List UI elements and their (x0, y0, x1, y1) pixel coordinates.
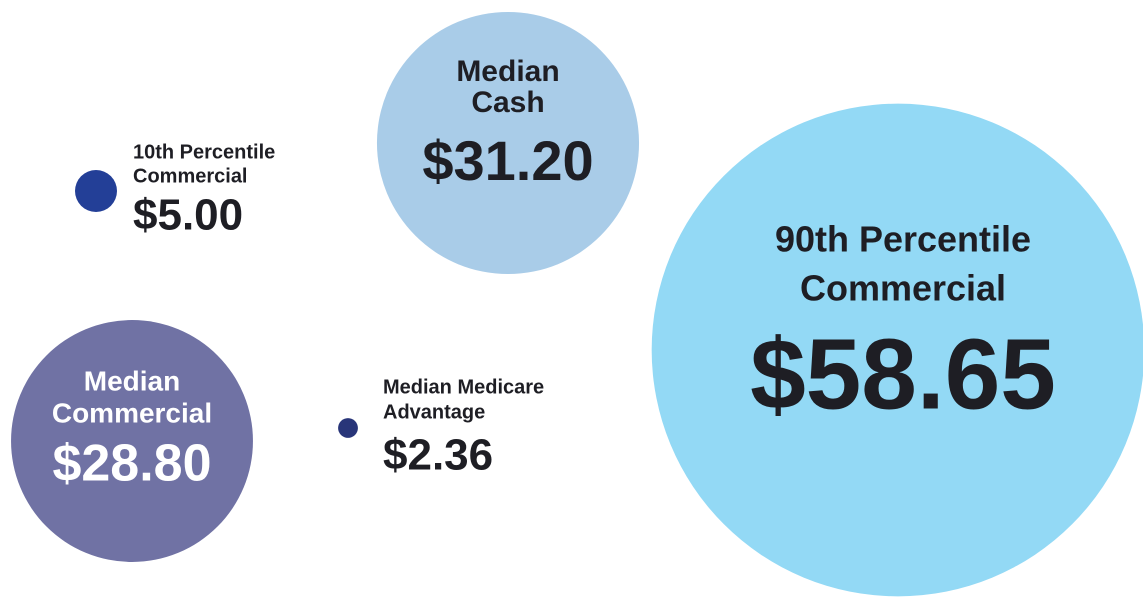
bubble-label: 10th Percentile (133, 141, 275, 163)
value-label: $31.20 (422, 129, 593, 192)
bubble (75, 170, 117, 212)
bubble-label: Median (456, 55, 559, 88)
bubble (11, 320, 253, 562)
bubble-label: Median Medicare (383, 376, 544, 398)
bubble-label: Cash (471, 86, 544, 119)
bubble-label: Commercial (52, 397, 212, 428)
bubble-label: Median (84, 365, 180, 396)
value-label: $28.80 (52, 435, 211, 493)
bubble (376, 11, 640, 275)
bubble-label: Commercial (800, 268, 1006, 309)
bubble (651, 103, 1143, 597)
bubble (338, 418, 358, 438)
value-label: $5.00 (133, 191, 243, 240)
bubble-label: Advantage (383, 401, 485, 423)
value-label: $58.65 (750, 318, 1056, 430)
value-label: $2.36 (383, 431, 493, 480)
bubble-label: Commercial (133, 165, 248, 187)
bubble-label: 90th Percentile (775, 219, 1031, 260)
